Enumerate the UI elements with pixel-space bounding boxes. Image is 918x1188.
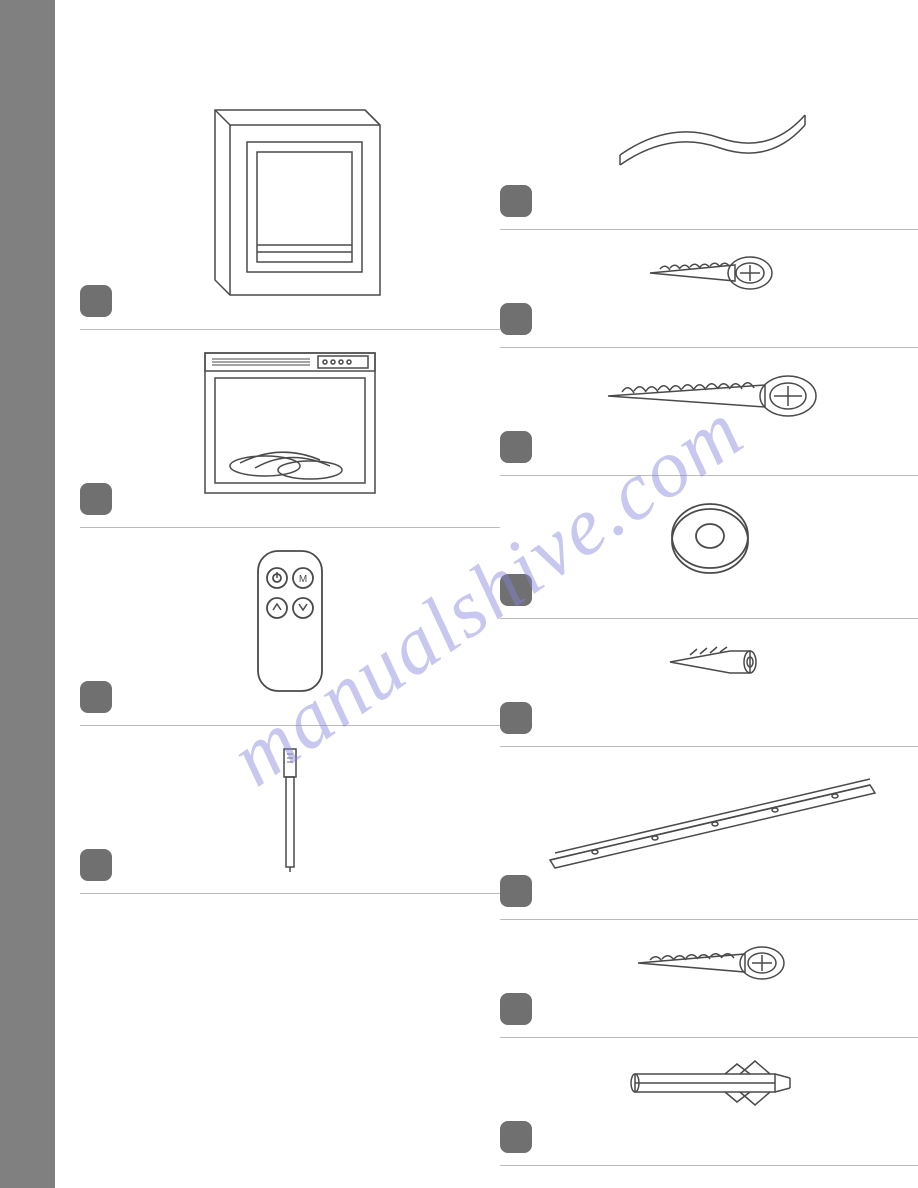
strap-svg: [610, 100, 810, 180]
part-badge: [80, 483, 112, 515]
long-anchor-illustration: [500, 1056, 918, 1121]
part-badge: [500, 1121, 532, 1153]
part-badge: [500, 702, 532, 734]
pen-svg: [275, 744, 305, 874]
medium-screw-svg: [630, 938, 790, 988]
part-badge: [80, 849, 112, 881]
part-row-cabinet: [80, 100, 500, 330]
part-badge: [500, 303, 532, 335]
short-anchor-svg: [655, 637, 765, 687]
part-row-large-screw: [500, 366, 918, 476]
part-badge: [500, 993, 532, 1025]
fireplace-insert-illustration: [80, 348, 500, 508]
part-badge: [500, 875, 532, 907]
remote-svg: M: [250, 546, 330, 696]
parts-column-right: [500, 100, 918, 1184]
washer-svg: [665, 494, 755, 584]
part-row-medium-screw: [500, 938, 918, 1038]
small-screw-illustration: [500, 248, 918, 308]
large-screw-svg: [600, 366, 820, 426]
part-badge: [80, 285, 112, 317]
touch-up-pen-illustration: [80, 744, 500, 884]
part-row-bracket: [500, 765, 918, 920]
part-badge: [80, 681, 112, 713]
left-sidebar: [0, 0, 55, 1188]
strap-illustration: [500, 100, 918, 190]
part-row-short-anchor: [500, 637, 918, 747]
small-screw-svg: [640, 248, 780, 298]
part-row-fireplace: [80, 348, 500, 528]
long-anchor-svg: [625, 1056, 795, 1111]
content-area: M: [55, 0, 918, 1188]
fireplace-svg: [200, 348, 380, 498]
short-anchor-illustration: [500, 637, 918, 697]
part-row-strap: [500, 100, 918, 230]
part-row-washer: [500, 494, 918, 619]
remote-control-illustration: M: [80, 546, 500, 706]
bracket-rail-illustration: [500, 765, 918, 885]
svg-text:M: M: [299, 574, 307, 585]
part-badge: [500, 431, 532, 463]
washer-illustration: [500, 494, 918, 594]
large-screw-illustration: [500, 366, 918, 436]
part-row-long-anchor: [500, 1056, 918, 1166]
bracket-svg: [535, 765, 885, 875]
part-badge: [500, 185, 532, 217]
cabinet-frame-svg: [185, 100, 395, 305]
cabinet-frame-illustration: [80, 100, 500, 315]
part-row-pen: [80, 744, 500, 894]
part-badge: [500, 574, 532, 606]
parts-column-left: M: [80, 100, 500, 912]
part-row-small-screw: [500, 248, 918, 348]
part-row-remote: M: [80, 546, 500, 726]
medium-screw-illustration: [500, 938, 918, 998]
